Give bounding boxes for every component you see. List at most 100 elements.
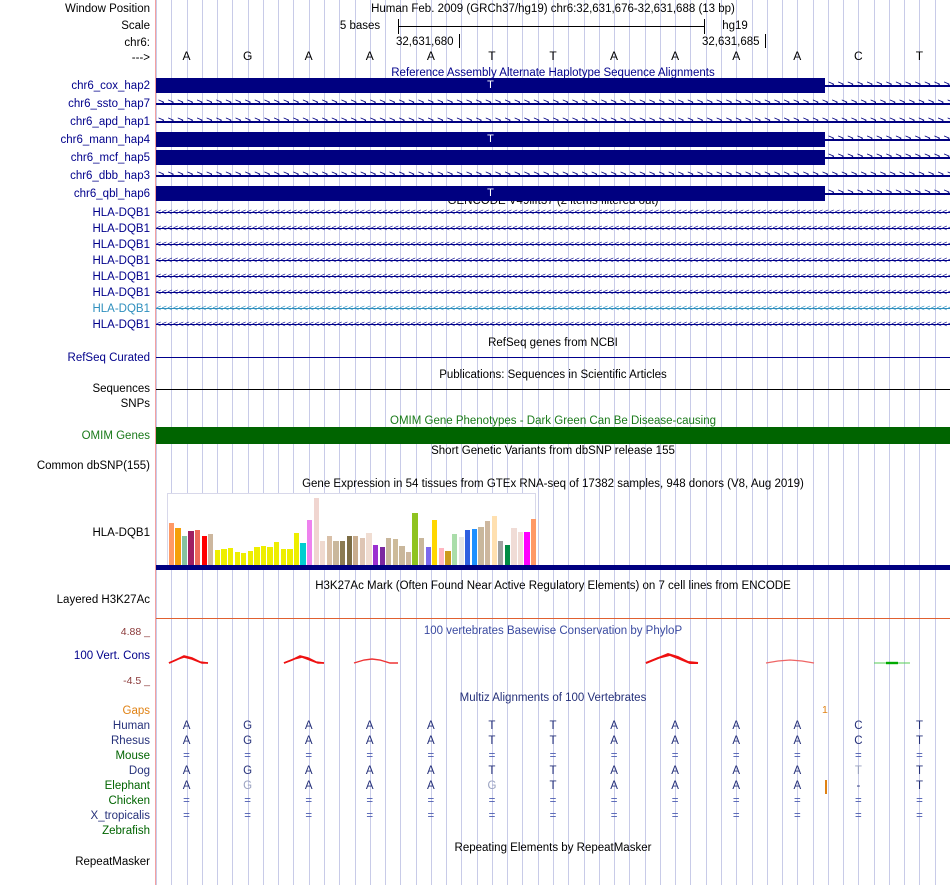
haplotype-alignment-block[interactable]: T [156,186,825,201]
gtex-tissue-bar[interactable] [260,545,267,565]
gencode-gene-label[interactable]: HLA-DQB1 [92,239,150,251]
gtex-tissue-bar[interactable] [465,530,471,565]
gtex-tissue-bar[interactable] [405,552,412,565]
haplotype-alignment-line[interactable] [825,157,950,159]
gtex-tissue-bar[interactable] [241,553,247,565]
gtex-tissue-bar[interactable] [313,498,319,565]
gtex-tissue-bar[interactable] [491,516,497,565]
gencode-gene-label[interactable]: HLA-DQB1 [92,303,150,315]
gtex-tissue-bar[interactable] [517,531,524,565]
gencode-intron-line[interactable] [156,308,950,310]
gencode-intron-line[interactable] [156,276,950,278]
gencode-intron-line[interactable] [156,260,950,262]
dbsnp-label[interactable]: Common dbSNP(155) [36,460,150,472]
gtex-tissue-bar[interactable] [188,531,194,565]
gtex-tissue-bar[interactable] [333,541,339,565]
gtex-tissue-bar[interactable] [326,536,333,565]
gtex-tissue-bar[interactable] [524,532,530,565]
gtex-tissue-bar[interactable] [214,550,221,565]
haplotype-row-label[interactable]: chr6_mcf_hap5 [70,152,150,164]
multiz-species-label[interactable]: Mouse [115,750,150,762]
gtex-bar-chart[interactable] [167,493,537,565]
gtex-tissue-bar[interactable] [293,533,300,565]
gtex-tissue-bar[interactable] [254,546,260,565]
gtex-tissue-bar[interactable] [379,546,385,565]
gencode-gene-label[interactable]: HLA-DQB1 [92,287,150,299]
gtex-tissue-bar[interactable] [359,537,365,565]
haplotype-alignment-line[interactable] [825,85,950,87]
refseq-curated-label[interactable]: RefSeq Curated [67,352,150,364]
gtex-tissue-bar[interactable] [287,549,293,565]
gtex-gene-label[interactable]: HLA-DQB1 [92,527,150,539]
multiz-species-label[interactable]: Dog [128,765,150,777]
gtex-tissue-bar[interactable] [353,536,359,565]
gtex-tissue-bar[interactable] [300,542,306,565]
multiz-species-label[interactable]: Human [112,720,150,732]
gencode-intron-line[interactable] [156,244,950,246]
haplotype-alignment-line[interactable] [825,193,950,195]
multiz-species-label[interactable]: X_tropicalis [90,810,150,822]
gtex-tissue-bar[interactable] [438,548,445,565]
gtex-tissue-bar[interactable] [478,526,484,565]
gtex-tissue-bar[interactable] [419,537,425,565]
gencode-intron-line[interactable] [156,292,950,294]
gtex-tissue-bar[interactable] [195,529,201,565]
gtex-tissue-bar[interactable] [247,550,253,565]
haplotype-row-label[interactable]: chr6_qbl_hap6 [73,188,150,200]
publications-feature-line[interactable] [156,389,950,391]
gtex-tissue-bar[interactable] [484,521,491,565]
haplotype-alignment-block[interactable]: T [156,132,825,147]
haplotype-alignment-line[interactable] [156,121,950,123]
multiz-species-label[interactable]: Elephant [104,780,150,792]
haplotype-row-label[interactable]: chr6_dbb_hap3 [70,170,150,182]
gtex-tissue-bar[interactable] [274,541,280,565]
gencode-gene-label[interactable]: HLA-DQB1 [92,207,150,219]
gtex-tissue-bar[interactable] [267,546,273,565]
haplotype-alignment-block[interactable]: T [156,78,825,93]
gtex-tissue-bar[interactable] [531,518,537,565]
h3k27ac-label[interactable]: Layered H3K27Ac [56,594,150,606]
multiz-species-label[interactable]: Chicken [108,795,150,807]
gencode-gene-label[interactable]: HLA-DQB1 [92,255,150,267]
haplotype-alignment-block[interactable] [156,150,825,165]
gencode-gene-label[interactable]: HLA-DQB1 [92,319,150,331]
gtex-tissue-bar[interactable] [339,540,346,565]
haplotype-row-label[interactable]: chr6_ssto_hap7 [68,98,150,110]
gtex-tissue-bar[interactable] [181,535,188,565]
gtex-tissue-bar[interactable] [320,540,326,565]
gtex-tissue-bar[interactable] [451,533,458,565]
gtex-tissue-bar[interactable] [445,550,451,565]
gtex-tissue-bar[interactable] [372,544,379,565]
gtex-tissue-bar[interactable] [432,520,438,565]
gtex-tissue-bar[interactable] [471,528,478,565]
repeatmasker-label[interactable]: RepeatMasker [75,856,150,868]
gtex-tissue-bar[interactable] [504,544,510,565]
multiz-gaps-label[interactable]: Gaps [122,705,151,717]
conservation-plot[interactable] [156,622,950,690]
gtex-tissue-bar[interactable] [392,539,398,565]
gtex-tissue-bar[interactable] [201,536,207,565]
gtex-tissue-bar[interactable] [386,538,392,565]
gtex-tissue-bar[interactable] [458,537,464,565]
multiz-species-label[interactable]: Rhesus [111,735,150,747]
haplotype-row-label[interactable]: chr6_cox_hap2 [71,80,150,92]
gtex-tissue-bar[interactable] [412,513,418,565]
gencode-gene-label[interactable]: HLA-DQB1 [92,223,150,235]
omim-genes-label[interactable]: OMIM Genes [81,430,150,442]
publications-sequences-label[interactable]: Sequences [92,383,150,395]
haplotype-row-label[interactable]: chr6_mann_hap4 [60,134,150,146]
refseq-feature-line[interactable] [156,357,950,359]
gtex-tissue-bar[interactable] [366,533,372,565]
conservation-label[interactable]: 100 Vert. Cons [73,650,150,662]
haplotype-row-label[interactable]: chr6_apd_hap1 [70,116,150,128]
gtex-tissue-bar[interactable] [511,528,517,565]
gtex-tissue-bar[interactable] [399,545,405,565]
gtex-tissue-bar[interactable] [307,520,313,565]
haplotype-alignment-line[interactable] [156,103,950,105]
gencode-intron-line[interactable] [156,228,950,230]
gencode-intron-line[interactable] [156,212,950,214]
gencode-intron-line[interactable] [156,324,950,326]
haplotype-alignment-line[interactable] [825,139,950,141]
gtex-tissue-bar[interactable] [175,527,181,565]
